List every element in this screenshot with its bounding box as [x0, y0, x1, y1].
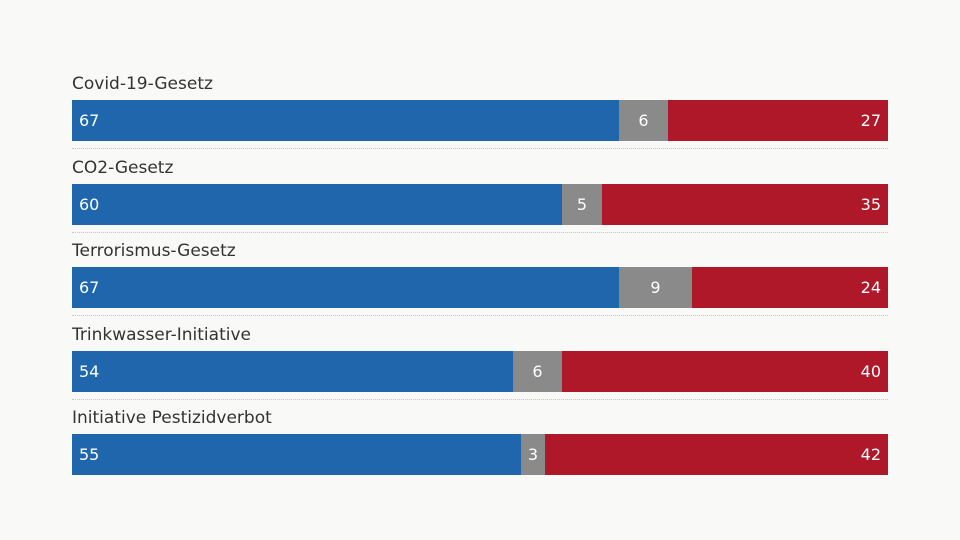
bar-segment-neutral: 6: [619, 100, 668, 141]
bar-segment-no: 24: [692, 267, 888, 308]
row-divider: [72, 231, 888, 233]
data-label: 5: [576, 194, 588, 214]
stacked-bar: 55 3 42: [72, 434, 888, 475]
bar-segment-neutral: 3: [521, 434, 545, 475]
row-divider: [72, 398, 888, 400]
category-label: Covid-19-Gesetz: [72, 74, 213, 94]
chart-row: Initiative Pestizidverbot 55 3 42: [72, 406, 888, 489]
bar-segment-no: 40: [562, 350, 888, 392]
bar-segment-no: 42: [545, 434, 888, 475]
bar-segment-no: 27: [668, 100, 888, 141]
chart-row: CO2-Gesetz 60 5 35: [72, 156, 888, 239]
bar-segment-yes: 55: [72, 434, 521, 475]
stacked-bar-chart: Covid-19-Gesetz 67 6 27 CO2-Gesetz 60 5 35 Terro…: [72, 0, 888, 540]
data-label: 9: [650, 278, 661, 297]
bar-segment-yes: 60: [72, 183, 562, 225]
data-label: 67: [79, 111, 100, 130]
data-label: 35: [860, 194, 881, 214]
row-divider: [72, 148, 888, 149]
bar-segment-no: 35: [602, 183, 888, 225]
chart-row: Trinkwasser-Initiative 54 6 40: [72, 323, 888, 406]
data-label: 67: [79, 278, 100, 297]
data-label: 40: [860, 361, 881, 381]
data-label: 6: [532, 361, 543, 381]
category-label: Initiative Pestizidverbot: [72, 408, 272, 428]
bar-segment-yes: 67: [72, 267, 619, 308]
chart-row: Terrorismus-Gesetz 67 9 24: [72, 239, 888, 322]
category-label: Trinkwasser-Initiative: [72, 324, 251, 345]
bar-segment-neutral: 6: [513, 350, 562, 392]
bar-segment-yes: 54: [72, 350, 513, 392]
data-label: 3: [527, 445, 539, 464]
row-divider: [72, 315, 888, 316]
stacked-bar: 54 6 40: [72, 350, 888, 392]
data-label: 60: [79, 194, 100, 214]
data-label: 6: [638, 111, 649, 130]
data-label: 42: [860, 445, 881, 464]
data-label: 55: [79, 445, 100, 464]
category-label: CO2-Gesetz: [72, 157, 174, 178]
bar-segment-neutral: 9: [619, 267, 692, 308]
data-label: 24: [860, 278, 881, 297]
stacked-bar: 67 9 24: [72, 267, 888, 308]
chart-row: Covid-19-Gesetz 67 6 27: [72, 72, 888, 155]
data-label: 27: [860, 111, 881, 130]
stacked-bar: 67 6 27: [72, 100, 888, 141]
stacked-bar: 60 5 35: [72, 183, 888, 225]
category-label: Terrorismus-Gesetz: [72, 241, 236, 261]
bar-segment-neutral: 5: [562, 183, 602, 225]
data-label: 54: [79, 361, 100, 381]
bar-segment-yes: 67: [72, 100, 619, 141]
